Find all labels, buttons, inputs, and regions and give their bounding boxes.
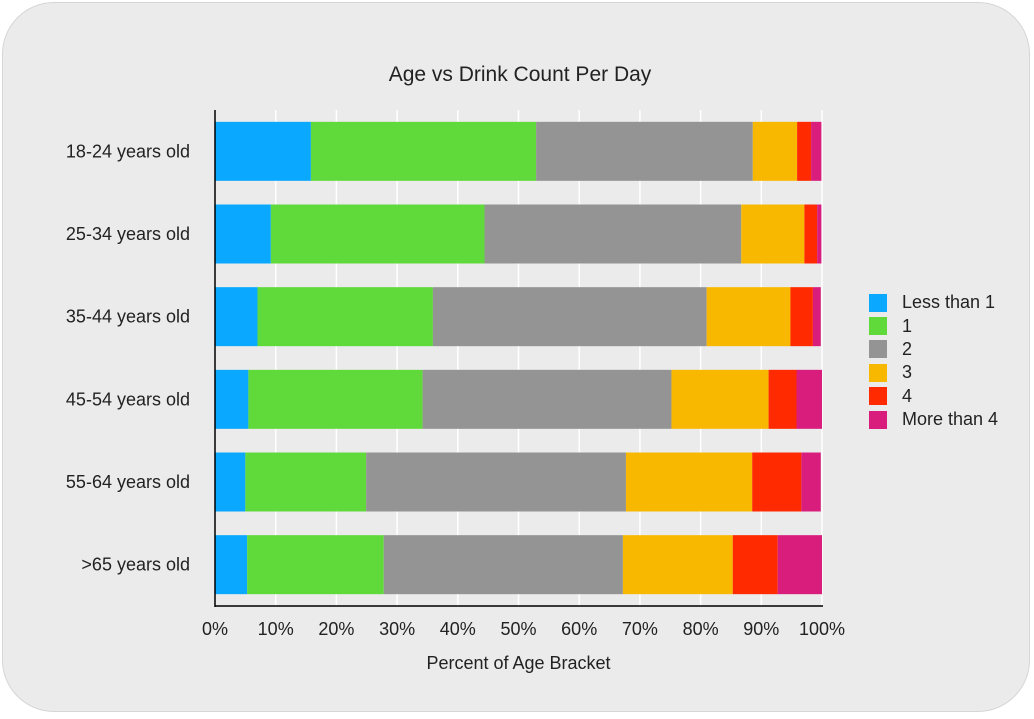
- legend-item: 4: [869, 385, 998, 408]
- legend-swatch: [869, 317, 887, 336]
- bar-segment: [625, 452, 753, 512]
- x-tick-label: 20%: [318, 619, 354, 639]
- bar-segment: [215, 369, 249, 429]
- bar-segment: [215, 121, 311, 181]
- legend-item: More than 4: [869, 408, 998, 431]
- bar-segment: [622, 535, 733, 595]
- legend-item: 1: [869, 314, 998, 337]
- x-tick-label: 50%: [500, 619, 536, 639]
- bar-segment: [257, 287, 433, 347]
- y-tick-label: 35-44 years old: [66, 307, 190, 327]
- bar-segment: [366, 452, 626, 512]
- legend-item: 2: [869, 338, 998, 361]
- bar-segment: [247, 535, 384, 595]
- chart-plot: 18-24 years old 25-34 years old 35-44 year…: [66, 110, 845, 673]
- bar-segment: [804, 204, 818, 264]
- bar-segment: [752, 121, 798, 181]
- legend-item: Less than 1: [869, 291, 998, 314]
- y-tick-label: >65 years old: [81, 555, 190, 575]
- chart-title: Age vs Drink Count Per Day: [388, 63, 652, 86]
- bar-segment: [432, 287, 707, 347]
- bar-segment: [248, 369, 423, 429]
- bar-segment: [215, 535, 248, 595]
- y-tick-label: 55-64 years old: [66, 472, 190, 492]
- chart-legend: Less than 1 1 2 3 4 More than 4: [869, 291, 998, 431]
- x-tick-label: 40%: [440, 619, 476, 639]
- bar-segment: [811, 121, 822, 181]
- bar-segment: [215, 204, 271, 264]
- bar-segment: [245, 452, 367, 512]
- bar-segment: [777, 535, 822, 595]
- x-tick-label: 80%: [683, 619, 719, 639]
- bar-segment: [270, 204, 485, 264]
- x-tick-label: 60%: [561, 619, 597, 639]
- x-tick-label: 10%: [258, 619, 294, 639]
- bar-segment: [671, 369, 769, 429]
- legend-item: 3: [869, 361, 998, 384]
- bar-segment: [796, 369, 822, 429]
- legend-swatch: [869, 340, 887, 359]
- bar-segment: [801, 452, 821, 512]
- bar-segment: [215, 452, 246, 512]
- x-tick-label: 100%: [799, 619, 845, 639]
- x-tick-label: 90%: [743, 619, 779, 639]
- bar-segment: [768, 369, 797, 429]
- legend-label: More than 4: [902, 409, 999, 430]
- legend-swatch: [869, 410, 887, 429]
- y-tick-label: 45-54 years old: [66, 389, 190, 409]
- legend-label: Less than 1: [902, 292, 996, 313]
- bar-segment: [741, 204, 805, 264]
- legend-swatch: [869, 363, 887, 382]
- bar-segment: [310, 121, 537, 181]
- bar-segment: [817, 204, 822, 264]
- bar-segment: [752, 452, 802, 512]
- bar-segment: [812, 287, 821, 347]
- bar-segment: [383, 535, 623, 595]
- x-tick-label: 0%: [202, 619, 228, 639]
- bar-segment: [215, 287, 258, 347]
- bar-segment: [484, 204, 742, 264]
- bar-segment: [706, 287, 791, 347]
- legend-label: 4: [902, 385, 913, 406]
- legend-label: 2: [902, 338, 913, 359]
- bar-segment: [790, 287, 813, 347]
- legend-swatch: [869, 387, 887, 406]
- legend-label: 3: [902, 362, 913, 383]
- bar-segment: [797, 121, 812, 181]
- x-axis-label: Percent of Age Bracket: [426, 653, 610, 673]
- x-tick-label: 30%: [379, 619, 415, 639]
- bar-segment: [422, 369, 672, 429]
- legend-swatch: [869, 293, 887, 312]
- bar-segment: [536, 121, 753, 181]
- legend-label: 1: [902, 315, 913, 336]
- x-tick-label: 70%: [622, 619, 658, 639]
- bar-segment: [732, 535, 778, 595]
- y-tick-label: 18-24 years old: [66, 141, 190, 161]
- y-tick-label: 25-34 years old: [66, 224, 190, 244]
